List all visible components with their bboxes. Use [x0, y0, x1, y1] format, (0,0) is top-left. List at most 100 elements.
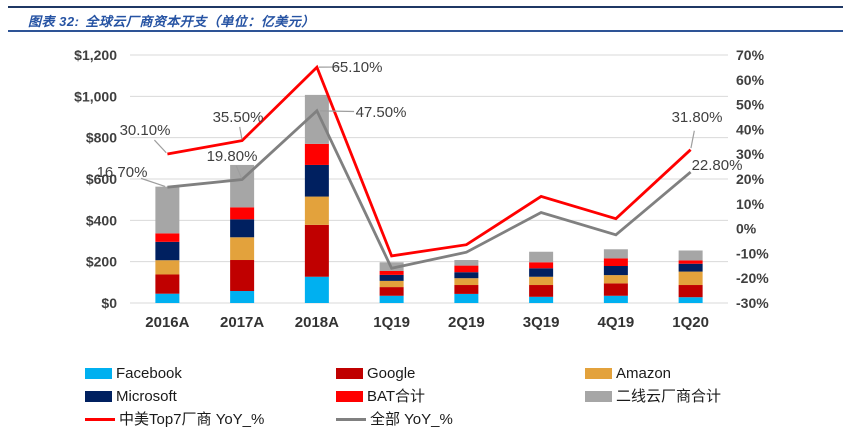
y-axis-left-tick-label: $0 — [101, 295, 117, 311]
y-axis-right-tick-label: -10% — [736, 245, 769, 261]
bar-segment-facebook — [379, 295, 404, 303]
y-axis-right-tick-label: 40% — [736, 121, 765, 137]
data-label-leader-line — [140, 177, 166, 187]
data-label: 22.80% — [692, 157, 743, 174]
bar-segment-google — [603, 283, 628, 296]
legend-item: Google — [336, 366, 415, 381]
bar-segment-二线云厂商合计 — [454, 260, 479, 266]
bar-segment-facebook — [230, 291, 255, 303]
bar-segment-facebook — [454, 293, 479, 303]
legend-item: Amazon — [585, 366, 671, 381]
legend-line-swatch — [336, 418, 366, 421]
bar-segment-facebook — [155, 293, 180, 303]
bar-segment-microsoft — [155, 241, 180, 261]
data-label: 30.10% — [120, 122, 171, 139]
legend-color-swatch — [336, 368, 363, 379]
y-axis-right-tick-label: 50% — [736, 97, 765, 113]
bar-segment-bat合计 — [155, 233, 180, 242]
data-label-leader-line — [153, 139, 167, 154]
legend-item: Facebook — [85, 366, 182, 381]
bar-segment-facebook — [678, 297, 703, 303]
x-axis-category-label: 2017A — [220, 314, 264, 331]
y-axis-left-tick-label: $400 — [86, 212, 117, 228]
bar-segment-facebook — [304, 276, 329, 303]
bar-segment-bat合计 — [603, 258, 628, 267]
bar-segment-microsoft — [678, 263, 703, 272]
y-axis-left-tick-label: $600 — [86, 171, 117, 187]
legend-line-swatch — [85, 418, 115, 421]
legend-label: 全部 YoY_% — [370, 411, 453, 428]
legend-label: Microsoft — [116, 388, 177, 405]
x-axis-category-label: 2Q19 — [448, 314, 485, 331]
bar-segment-amazon — [529, 276, 554, 286]
bar-segment-amazon — [454, 278, 479, 286]
legend-color-swatch — [85, 368, 112, 379]
legend-label: Amazon — [616, 365, 672, 382]
y-axis-left-tick-label: $200 — [86, 254, 117, 270]
bar-segment-microsoft — [454, 272, 479, 279]
bar-segment-google — [529, 285, 554, 297]
legend-color-swatch — [336, 391, 363, 402]
x-axis-category-label: 2018A — [295, 314, 339, 331]
bar-segment-bat合计 — [529, 262, 554, 269]
data-label: 65.10% — [332, 59, 383, 76]
y-axis-right-tick-label: 20% — [736, 171, 765, 187]
bar-segment-microsoft — [529, 268, 554, 277]
bar-segment-amazon — [379, 280, 404, 288]
data-label-leader-line — [235, 165, 243, 179]
data-label: 16.70% — [97, 164, 148, 181]
bar-segment-microsoft — [230, 219, 255, 238]
bar-segment-bat合计 — [454, 265, 479, 273]
figure-caption: 图表 32: 全球云厂商资本开支（单位：亿美元） — [28, 11, 315, 30]
legend-color-swatch — [585, 391, 612, 402]
legend-item: 二线云厂商合计 — [585, 389, 721, 404]
data-label: 19.80% — [207, 148, 258, 165]
legend-label: 二线云厂商合计 — [616, 388, 722, 405]
y-axis-right-tick-label: -20% — [736, 270, 769, 286]
y-axis-right-tick-label: 10% — [736, 196, 765, 212]
x-axis-category-label: 1Q20 — [672, 314, 709, 331]
legend-label: BAT合计 — [367, 388, 426, 405]
data-label: 35.50% — [213, 109, 264, 126]
header-top-rule — [8, 6, 843, 8]
bar-segment-bat合计 — [379, 270, 404, 275]
y-axis-left-tick-label: $800 — [86, 130, 117, 146]
caption-underline — [8, 30, 843, 32]
bar-segment-二线云厂商合计 — [529, 251, 554, 263]
legend-label: 中美Top7厂商 YoY_% — [119, 411, 265, 428]
bar-segment-facebook — [529, 296, 554, 303]
caption-title: 全球云厂商资本开支（单位：亿美元） — [85, 14, 315, 29]
legend-item: BAT合计 — [336, 389, 425, 404]
y-axis-right-tick-label: 60% — [736, 72, 765, 88]
bar-segment-二线云厂商合计 — [155, 186, 180, 234]
line-all-yoy — [167, 108, 692, 270]
legend-item: 全部 YoY_% — [336, 412, 453, 427]
x-axis-category-label: 3Q19 — [523, 314, 560, 331]
data-label-leader-line — [320, 110, 355, 113]
bar-segment-google — [304, 224, 329, 277]
y-axis-right-tick-label: -30% — [736, 295, 769, 311]
data-label: 31.80% — [672, 109, 723, 126]
capex-combo-chart: $1,200 $1,000 $800 $600 $400 $200 $0 70% 60% 50% 4… — [74, 47, 769, 331]
legend-label: Google — [367, 365, 416, 382]
legend-color-swatch — [585, 368, 612, 379]
legend-color-swatch — [85, 391, 112, 402]
bar-segment-bat合计 — [304, 143, 329, 165]
legend-item: 中美Top7厂商 YoY_% — [85, 412, 264, 427]
legend-label: Facebook — [116, 365, 182, 382]
data-label-leader-line — [239, 126, 243, 140]
bar-segment-amazon — [603, 275, 628, 284]
y-axis-right-tick-label: 0% — [736, 221, 757, 237]
data-label-leader-line — [690, 130, 695, 149]
legend-item: Microsoft — [85, 389, 177, 404]
bar-segment-microsoft — [379, 274, 404, 281]
y-axis-left-tick-label: $1,200 — [74, 47, 117, 63]
bar-segment-google — [230, 260, 255, 292]
caption-number: 图表 32: — [28, 14, 80, 29]
bar-segment-bat合计 — [678, 260, 703, 264]
bar-segment-二线云厂商合计 — [603, 249, 628, 259]
x-axis-category-label: 4Q19 — [598, 314, 635, 331]
bar-segment-amazon — [155, 260, 180, 275]
bar-segment-microsoft — [603, 266, 628, 276]
